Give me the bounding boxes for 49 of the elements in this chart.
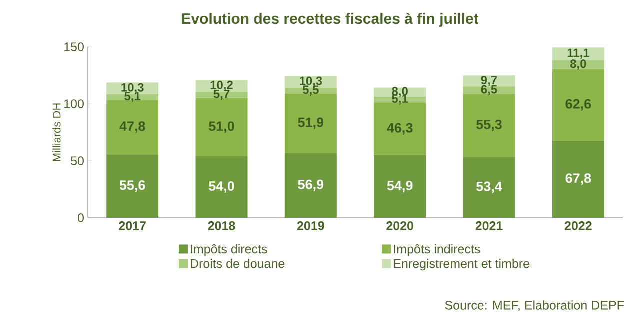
data-label: 51,0 xyxy=(209,122,234,134)
y-tick-label: 50 xyxy=(71,156,84,166)
data-label: 55,3 xyxy=(476,120,502,132)
x-tick-label: 2021 xyxy=(476,222,503,230)
bar xyxy=(196,92,248,98)
data-label: 54,9 xyxy=(387,180,413,192)
bar xyxy=(463,94,516,158)
bar xyxy=(552,140,604,218)
bar xyxy=(463,157,516,218)
legend-label: Enregistrement et timbre xyxy=(394,259,530,271)
bar xyxy=(374,155,426,218)
data-label: 9,7 xyxy=(481,76,498,86)
bar xyxy=(552,60,604,70)
data-label: 51,9 xyxy=(298,118,324,130)
y-tick-label: 0 xyxy=(78,214,84,222)
data-label: 10,3 xyxy=(300,76,322,87)
source-note: Source: MEF, Elaboration DEPF xyxy=(445,300,624,312)
x-tick-label: 2018 xyxy=(208,222,236,230)
data-label: 54,0 xyxy=(209,181,234,193)
data-label: 67,8 xyxy=(566,174,592,186)
data-label: 10,2 xyxy=(210,80,233,92)
bar xyxy=(196,156,248,218)
data-label: 46,3 xyxy=(387,123,413,135)
bar xyxy=(106,154,159,218)
data-label: 8,0 xyxy=(570,60,586,70)
x-tick-label: 2020 xyxy=(386,222,414,230)
data-label: 62,6 xyxy=(566,99,592,111)
bar xyxy=(552,69,604,141)
data-label: 6,5 xyxy=(481,85,498,96)
data-label: 55,6 xyxy=(120,180,146,192)
x-tick-label: 2022 xyxy=(564,222,592,230)
data-label: 56,9 xyxy=(298,180,324,192)
data-label: 10,3 xyxy=(122,83,144,94)
x-tick-label: 2017 xyxy=(119,222,146,230)
y-tick-label: 150 xyxy=(64,42,84,52)
chart-title: Evolution des recettes fiscales à fin juillet xyxy=(182,12,479,28)
data-label: 5,5 xyxy=(302,86,319,96)
data-label: 5,7 xyxy=(214,90,230,100)
legend-label: Droits de douane xyxy=(190,259,285,268)
y-axis-title: Milliards DH xyxy=(52,104,61,162)
legend-label: Impôts indirects xyxy=(394,244,480,256)
bar xyxy=(284,153,337,218)
legend-label: Impôts directs xyxy=(191,244,268,256)
data-label: 5,1 xyxy=(124,92,141,102)
data-label: 53,4 xyxy=(476,182,502,194)
data-label: 11,1 xyxy=(568,48,590,59)
x-tick-label: 2019 xyxy=(297,222,324,230)
data-label: 47,8 xyxy=(120,122,146,134)
y-tick-label: 100 xyxy=(64,100,84,108)
